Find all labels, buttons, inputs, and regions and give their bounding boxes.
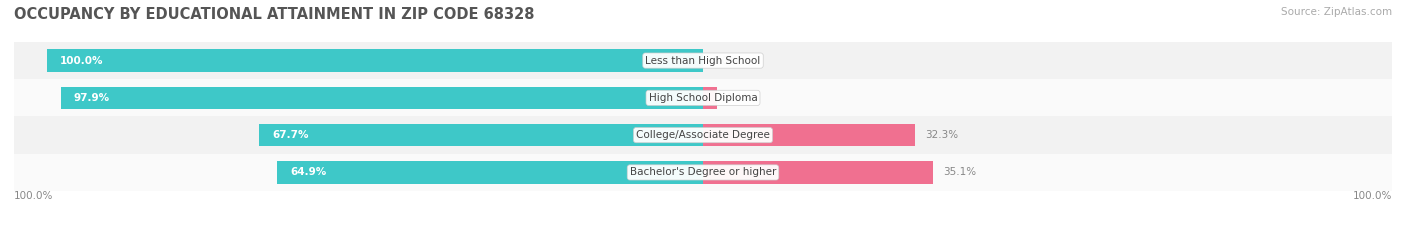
- Text: Source: ZipAtlas.com: Source: ZipAtlas.com: [1281, 7, 1392, 17]
- Text: Bachelor's Degree or higher: Bachelor's Degree or higher: [630, 168, 776, 177]
- Text: College/Associate Degree: College/Associate Degree: [636, 130, 770, 140]
- Bar: [46, 49, 703, 72]
- Text: 100.0%: 100.0%: [60, 56, 104, 65]
- Bar: [60, 87, 703, 109]
- Text: OCCUPANCY BY EDUCATIONAL ATTAINMENT IN ZIP CODE 68328: OCCUPANCY BY EDUCATIONAL ATTAINMENT IN Z…: [14, 7, 534, 22]
- Text: 32.3%: 32.3%: [925, 130, 957, 140]
- Text: 35.1%: 35.1%: [943, 168, 976, 177]
- Bar: [703, 124, 915, 146]
- Bar: [703, 161, 934, 184]
- Bar: [14, 116, 1392, 154]
- Bar: [14, 42, 1392, 79]
- Bar: [277, 161, 703, 184]
- Text: 67.7%: 67.7%: [271, 130, 308, 140]
- Bar: [259, 124, 703, 146]
- Text: 100.0%: 100.0%: [14, 191, 53, 201]
- Bar: [14, 79, 1392, 116]
- Text: 97.9%: 97.9%: [73, 93, 110, 103]
- Text: 64.9%: 64.9%: [290, 168, 326, 177]
- Text: Less than High School: Less than High School: [645, 56, 761, 65]
- Bar: [703, 87, 717, 109]
- Text: High School Diploma: High School Diploma: [648, 93, 758, 103]
- Bar: [14, 154, 1392, 191]
- Text: 0.0%: 0.0%: [713, 56, 740, 65]
- Text: 100.0%: 100.0%: [1353, 191, 1392, 201]
- Text: 2.1%: 2.1%: [727, 93, 754, 103]
